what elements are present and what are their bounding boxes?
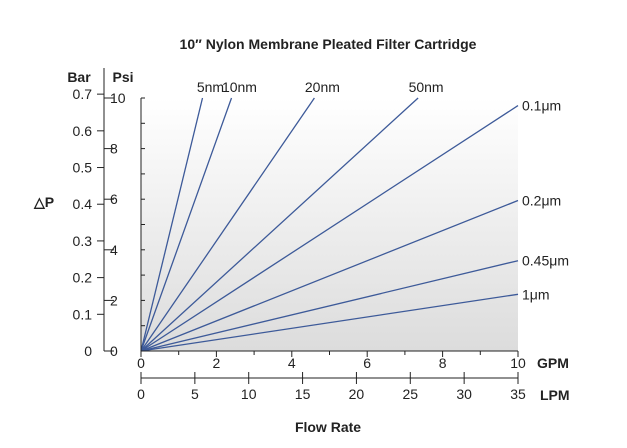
series-line [140,97,315,352]
series-label: 10nm [222,79,257,95]
series-label: 0.2μm [522,192,561,208]
series-line [140,260,519,352]
gpm-tick-label: 10 [510,355,526,371]
lpm-tick-label: 10 [241,386,257,402]
bar-tick-label: 0.5 [73,160,93,176]
series-line [140,199,519,352]
lpm-tick-label: 25 [402,386,418,402]
lpm-tick-label: 0 [137,386,145,402]
bar-tick-label: 0.6 [73,123,93,139]
bar-tick-label: 0 [84,343,92,359]
gpm-unit-label: GPM [537,355,569,371]
gpm-tick-label: 0 [137,355,145,371]
bar-tick-label: 0.7 [73,86,93,102]
psi-tick-label: 10 [110,90,126,106]
lpm-unit-label: LPM [540,387,570,403]
series-line [140,105,519,352]
bar-tick-label: 0.1 [73,306,93,322]
gpm-tick-label: 8 [439,355,447,371]
psi-tick-label: 2 [110,292,118,308]
bar-tick-label: 0.2 [73,270,93,286]
x-axis-label: Flow Rate [295,419,361,435]
gpm-tick-label: 2 [213,355,221,371]
y-axis-label: △P [33,194,54,210]
lpm-tick-label: 30 [456,386,472,402]
bar-tick-label: 0.3 [73,233,93,249]
axis-ticks: 0 2 4 6 8 10 0 0.1 0.2 0.3 0.4 0.5 0.6 0.7 0 2 4 6 8 10 0 5 10… [73,86,526,402]
plot-background [141,98,518,351]
series-line [140,293,519,352]
series-label: 0.1μm [522,98,561,114]
series-label: 20nm [305,79,340,95]
psi-tick-label: 4 [110,242,118,258]
lpm-tick-label: 35 [510,386,526,402]
lpm-tick-label: 5 [191,386,199,402]
series-lines [140,97,519,352]
lpm-tick-label: 20 [349,386,365,402]
psi-unit-label: Psi [112,69,133,85]
lpm-tick-label: 15 [295,386,311,402]
series-line [140,97,204,352]
psi-tick-label: 6 [110,191,118,207]
series-label: 1μm [522,286,550,302]
psi-tick-label: 0 [110,343,118,359]
series-label: 50nm [409,79,444,95]
psi-tick-label: 8 [110,141,118,157]
series-label: 0.45μm [522,253,569,269]
gpm-tick-label: 4 [288,355,296,371]
series-line [140,97,233,352]
bar-unit-label: Bar [67,69,91,85]
chart-title: 10″ Nylon Membrane Pleated Filter Cartri… [180,36,477,52]
gpm-tick-label: 6 [363,355,371,371]
series-label: 5nm [197,79,224,95]
bar-tick-label: 0.4 [73,196,93,212]
series-line [140,97,419,352]
